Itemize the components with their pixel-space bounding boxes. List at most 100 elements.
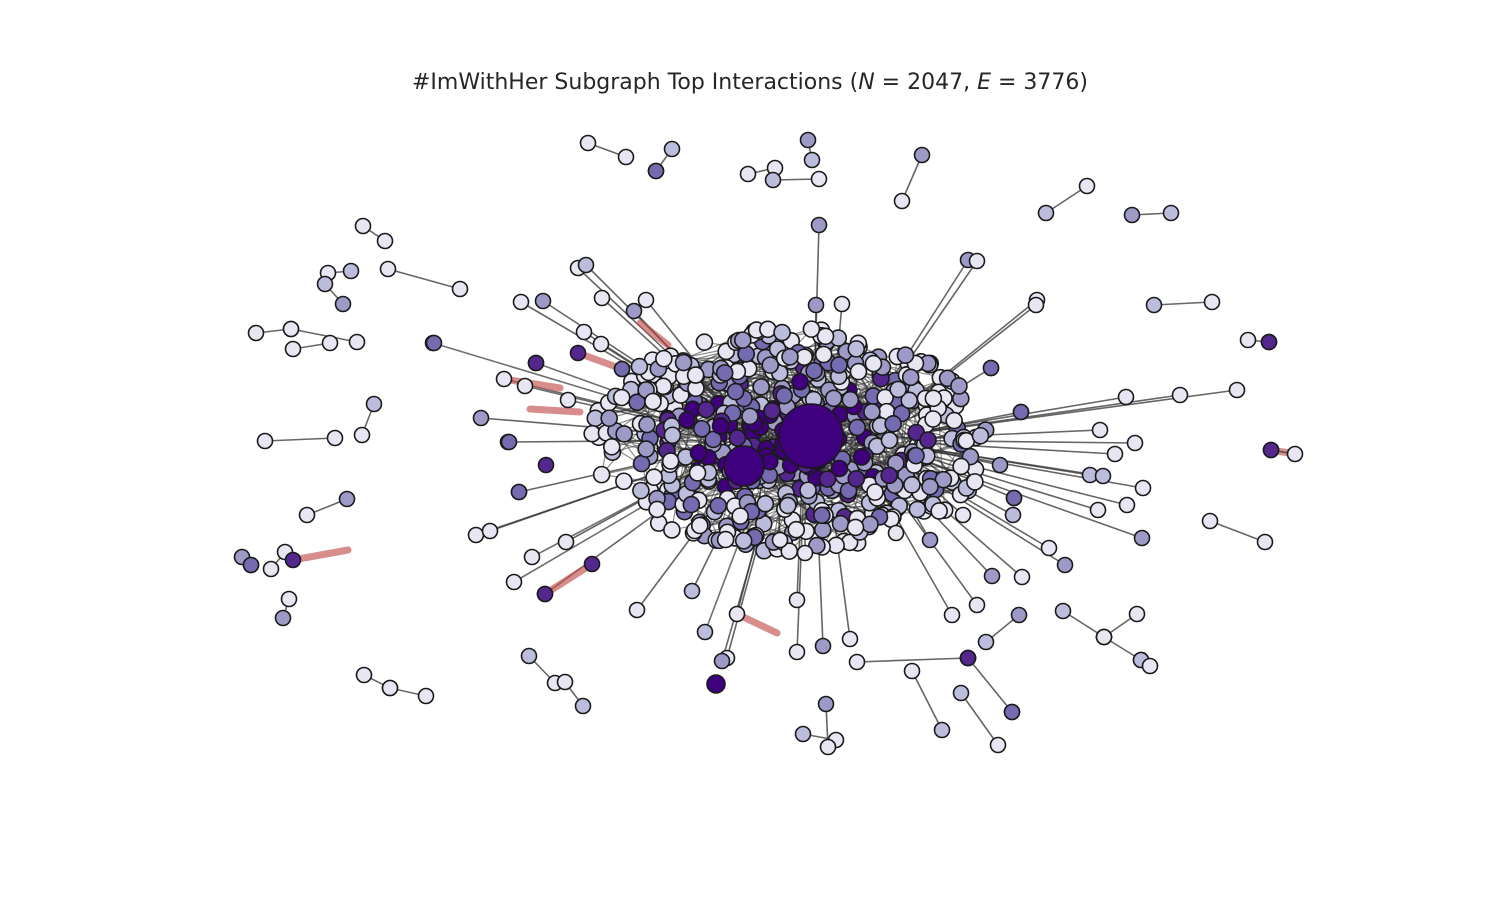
network-node	[1133, 529, 1151, 547]
network-node	[728, 605, 746, 623]
network-node	[808, 536, 826, 555]
network-node	[864, 354, 883, 373]
network-node	[697, 400, 715, 419]
network-node	[689, 444, 708, 462]
network-node	[715, 364, 734, 382]
network-node	[954, 506, 972, 524]
network-node	[952, 457, 970, 476]
network-node	[933, 721, 951, 739]
network-node	[803, 151, 821, 169]
network-node	[615, 472, 633, 491]
network-node	[814, 345, 833, 364]
network-node	[274, 609, 292, 627]
network-node	[425, 334, 443, 352]
network-node	[326, 429, 344, 447]
network-node	[971, 426, 990, 445]
network-node	[889, 380, 907, 399]
network-node	[966, 473, 984, 491]
network-node	[647, 162, 665, 180]
network-node	[247, 324, 265, 342]
edge	[565, 462, 710, 543]
network-node	[663, 140, 681, 158]
network-node	[756, 494, 775, 513]
network-node	[353, 426, 371, 444]
edge	[387, 268, 461, 290]
highlighted-edge	[526, 405, 584, 416]
network-node	[846, 518, 865, 537]
network-node	[602, 438, 621, 456]
network-node	[505, 573, 523, 591]
network-node	[674, 353, 693, 372]
network-node	[1089, 501, 1107, 519]
network-node	[819, 738, 837, 756]
highlighted-edge	[289, 546, 352, 564]
network-node	[930, 502, 948, 520]
network-node	[704, 430, 723, 449]
chart-title: #ImWithHer Subgraph Top Interactions (N …	[412, 70, 1088, 95]
network-node	[379, 260, 397, 278]
network-node	[759, 320, 777, 339]
network-node	[1260, 333, 1278, 351]
network-node	[1201, 512, 1219, 530]
network-node	[861, 515, 879, 534]
network-node	[739, 165, 757, 183]
network-node	[841, 390, 860, 409]
network-node	[830, 356, 848, 374]
network-node	[655, 349, 673, 368]
network-node	[968, 596, 986, 614]
edge	[1153, 301, 1213, 306]
network-node	[919, 431, 937, 449]
network-node	[663, 426, 682, 445]
network-node	[1171, 386, 1189, 404]
network-node	[472, 409, 490, 427]
network-node	[831, 514, 850, 533]
network-node	[807, 296, 825, 314]
network-node	[648, 500, 666, 519]
network-node	[893, 192, 911, 210]
network-node	[690, 516, 709, 535]
network-node	[1228, 381, 1246, 399]
network-node	[1027, 296, 1045, 314]
network-node	[663, 521, 681, 539]
network-node	[816, 327, 835, 346]
edge	[960, 692, 999, 746]
network-node	[451, 280, 469, 298]
network-node	[1123, 206, 1141, 224]
network-node	[849, 362, 868, 381]
network-node	[1054, 602, 1072, 620]
network-node	[1286, 445, 1304, 463]
network-node	[575, 323, 593, 341]
network-node	[376, 232, 394, 250]
edge	[916, 451, 1128, 506]
network-node	[817, 695, 835, 713]
network-node	[802, 320, 821, 338]
network-node	[1203, 293, 1221, 311]
network-node	[654, 377, 673, 396]
network-node	[342, 262, 360, 280]
network-node	[901, 368, 920, 387]
network-node	[726, 382, 745, 401]
network-node	[1056, 556, 1074, 574]
network-node	[841, 630, 859, 648]
network-node	[709, 496, 728, 515]
network-node	[943, 606, 961, 624]
edge	[911, 670, 943, 731]
network-node	[913, 146, 931, 164]
network-node	[950, 377, 968, 395]
network-node	[534, 292, 552, 310]
network-node	[921, 531, 939, 549]
edge	[513, 465, 712, 583]
network-node	[1091, 421, 1109, 439]
network-node	[734, 531, 753, 550]
network-node	[696, 623, 714, 641]
network-node	[1262, 441, 1280, 459]
network-node	[805, 362, 823, 380]
network-node	[799, 131, 817, 149]
network-node	[711, 417, 730, 435]
network-node	[686, 366, 705, 384]
network-node	[799, 481, 817, 500]
network-node	[1162, 204, 1180, 222]
network-node	[569, 344, 587, 362]
network-node	[713, 652, 731, 670]
